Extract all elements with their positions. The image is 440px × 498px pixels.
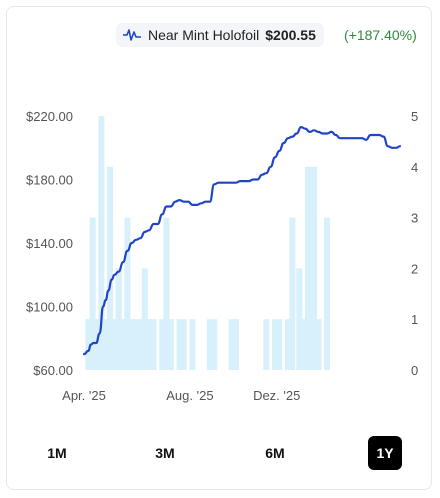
volume-bar: [141, 268, 148, 370]
y-left-tick-label: $220.00: [26, 109, 73, 124]
volume-bar: [232, 319, 239, 370]
volume-bar: [324, 217, 331, 370]
volume-bar: [189, 319, 196, 370]
volume-bar: [107, 166, 114, 370]
volume-bar: [228, 319, 235, 370]
range-6m-button[interactable]: 6M: [258, 436, 292, 470]
y-right-tick-label: 1: [411, 312, 418, 327]
volume-bar: [176, 319, 183, 370]
line-series-icon: [123, 29, 141, 41]
y-right-tick-label: 4: [411, 160, 418, 175]
volume-bar: [124, 217, 131, 370]
current-price: $200.55: [265, 27, 316, 43]
y-left-tick-label: $180.00: [26, 173, 73, 188]
y-right-tick-label: 2: [411, 261, 418, 276]
y-left-tick-label: $60.00: [33, 363, 73, 378]
volume-bar: [85, 319, 92, 370]
series-name: Near Mint Holofoil: [148, 27, 260, 43]
volume-bar: [311, 166, 318, 370]
volume-bar: [276, 319, 283, 370]
volume-bar: [289, 217, 296, 370]
volume-bar: [285, 319, 292, 370]
y-right-tick-label: 5: [411, 109, 418, 124]
volume-bar: [163, 217, 170, 370]
volume-bar: [89, 217, 96, 370]
volume-bar: [299, 319, 306, 370]
volume-bar: [159, 319, 166, 370]
volume-bar: [315, 319, 322, 370]
volume-bar: [133, 319, 140, 370]
y-left-tick-label: $100.00: [26, 300, 73, 315]
volume-bar: [167, 319, 174, 370]
x-tick-label: Dez. '25: [253, 388, 300, 403]
y-right-tick-label: 0: [411, 363, 418, 378]
volume-bar: [137, 319, 144, 370]
series-legend[interactable]: Near Mint Holofoil $200.55: [116, 23, 324, 47]
x-tick-label: Aug. '25: [166, 388, 213, 403]
volume-bar: [115, 268, 122, 370]
range-3m-button[interactable]: 3M: [148, 436, 182, 470]
volume-bar: [150, 319, 157, 370]
volume-bar: [146, 319, 153, 370]
volume-bar: [206, 319, 213, 370]
range-selector: 1M 3M 6M 1Y: [0, 436, 440, 470]
volume-bar: [296, 268, 303, 370]
y-right-tick-label: 3: [411, 211, 418, 226]
y-left-tick-label: $140.00: [26, 236, 73, 251]
volume-bar: [98, 116, 105, 370]
volume-bar: [180, 319, 187, 370]
volume-bar: [211, 319, 218, 370]
range-1m-button[interactable]: 1M: [40, 436, 74, 470]
volume-bar: [111, 319, 118, 370]
volume-bar: [304, 166, 311, 370]
chart-card: [6, 6, 432, 490]
volume-bar: [94, 319, 101, 370]
volume-bar: [102, 319, 109, 370]
price-change: (+187.40%): [344, 27, 417, 43]
volume-bar: [128, 319, 135, 370]
volume-bar: [120, 319, 127, 370]
volume-bar: [263, 319, 270, 370]
volume-bar: [271, 319, 278, 370]
price-line: [82, 126, 402, 356]
x-tick-label: Apr. '25: [62, 388, 106, 403]
range-1y-button[interactable]: 1Y: [368, 436, 402, 470]
price-chart: $220.00 $180.00 $140.00 $100.00 $60.00 5 4 3 2 1 0…: [26, 109, 418, 403]
